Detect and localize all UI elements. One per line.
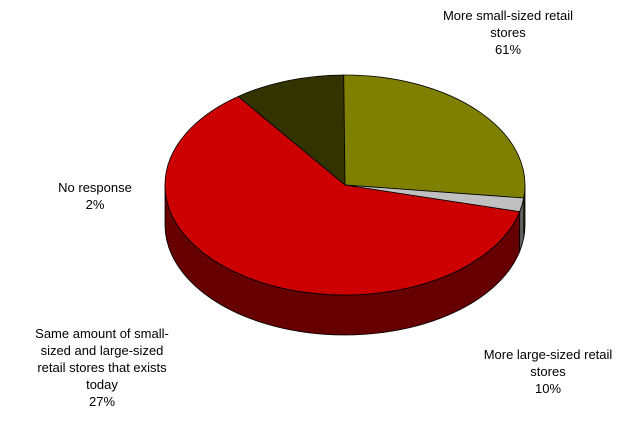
slice-label-large-stores-line-2: stores <box>530 364 566 379</box>
slice-value-same-amount: 27% <box>88 394 116 409</box>
pie-slice-no-response <box>344 184 525 213</box>
slice-value-large-stores: 10% <box>534 381 562 396</box>
slice-label-large-stores-line-1: More large-sized retail <box>483 347 613 362</box>
slice-label-large-stores: More large-sized retail stores 10% <box>463 346 633 397</box>
slice-label-small-stores-line-1: More small-sized retail <box>442 8 574 23</box>
pie-tops <box>164 74 526 296</box>
pie-slice-same-amount <box>343 74 526 199</box>
slice-value-small-stores: 61% <box>494 42 522 57</box>
slice-label-no-response-line-1: No response <box>58 180 132 195</box>
slice-label-no-response: No response 2% <box>30 179 160 213</box>
slice-label-small-stores-line-2: stores <box>490 25 526 40</box>
slice-label-same-amount: Same amount of small- sized and large-si… <box>2 325 202 410</box>
slice-label-same-amount-line-1: Same amount of small- <box>35 326 169 341</box>
slice-label-same-amount-line-3: retail stores that exists <box>37 360 167 375</box>
slice-label-same-amount-line-2: sized and large-sized <box>40 343 164 358</box>
pie-slice-small-stores <box>164 96 521 296</box>
pie-slice-large-stores <box>237 74 346 186</box>
slice-value-no-response: 2% <box>85 197 105 212</box>
slice-label-same-amount-line-4: today <box>86 377 118 392</box>
slice-label-small-stores: More small-sized retail stores 61% <box>418 7 598 58</box>
